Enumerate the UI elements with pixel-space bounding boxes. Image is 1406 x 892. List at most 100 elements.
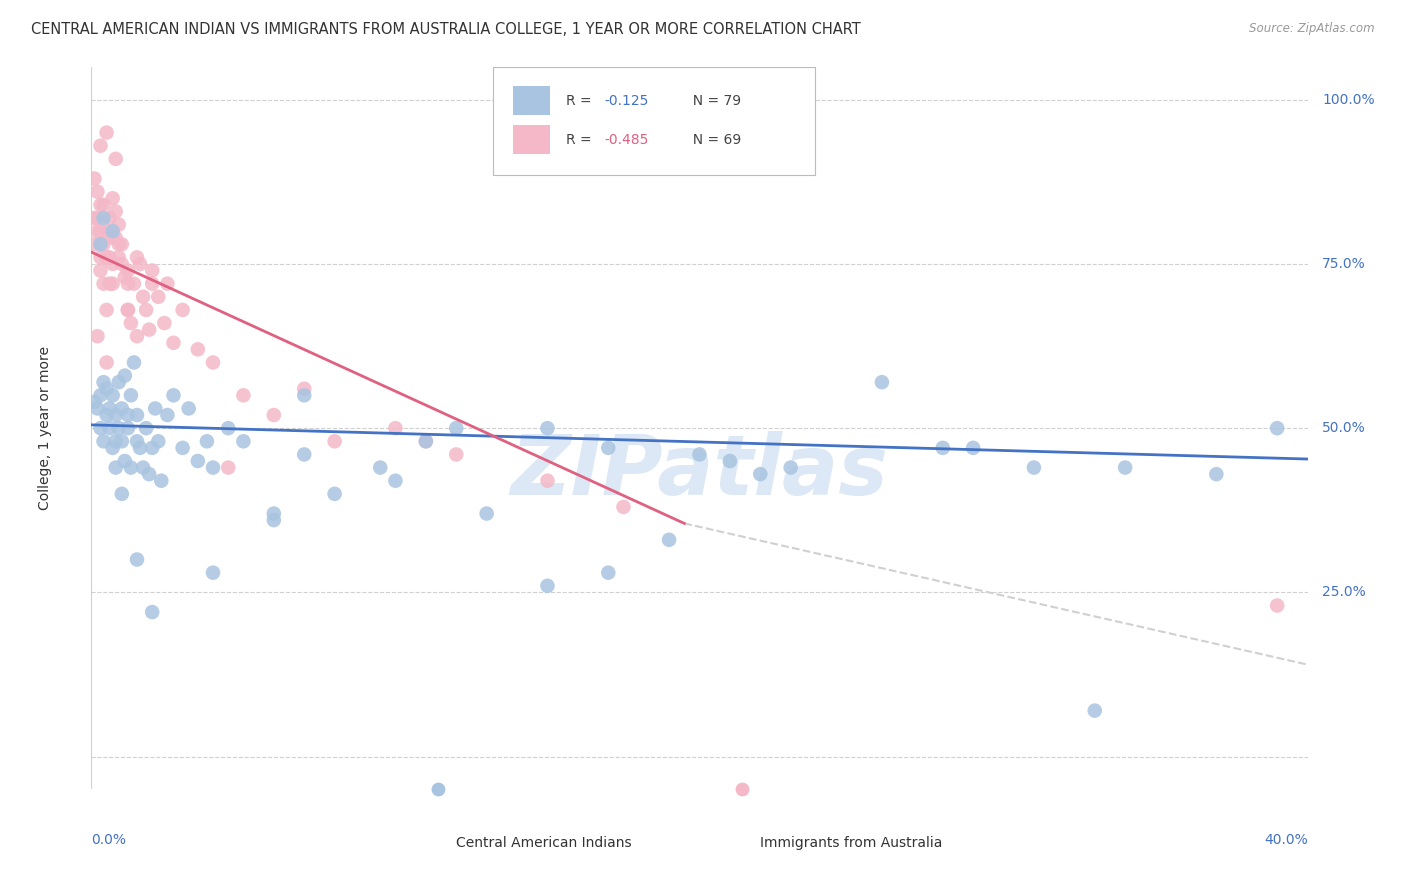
Point bbox=[138, 467, 160, 482]
Point bbox=[107, 251, 129, 265]
Point bbox=[658, 533, 681, 547]
Point bbox=[98, 211, 121, 225]
Text: -0.485: -0.485 bbox=[605, 133, 650, 147]
Point bbox=[598, 441, 620, 455]
Point bbox=[93, 237, 115, 252]
Point bbox=[89, 198, 111, 212]
Point bbox=[1022, 460, 1045, 475]
Point bbox=[96, 382, 118, 396]
Point bbox=[86, 224, 108, 238]
Point bbox=[135, 421, 157, 435]
FancyBboxPatch shape bbox=[492, 67, 815, 175]
Point bbox=[536, 579, 558, 593]
Point bbox=[93, 434, 115, 449]
Point bbox=[107, 237, 129, 252]
Point bbox=[86, 329, 108, 343]
Text: CENTRAL AMERICAN INDIAN VS IMMIGRANTS FROM AUSTRALIA COLLEGE, 1 YEAR OR MORE COR: CENTRAL AMERICAN INDIAN VS IMMIGRANTS FR… bbox=[31, 22, 860, 37]
Point bbox=[122, 355, 145, 369]
Point bbox=[96, 126, 118, 140]
Point bbox=[125, 408, 148, 422]
Point bbox=[141, 263, 163, 277]
Point bbox=[1114, 460, 1136, 475]
Point bbox=[148, 290, 170, 304]
Point bbox=[117, 408, 139, 422]
Point bbox=[232, 388, 254, 402]
Point bbox=[104, 460, 127, 475]
Point bbox=[120, 388, 142, 402]
Point bbox=[117, 302, 139, 317]
Point bbox=[177, 401, 200, 416]
Point bbox=[89, 237, 111, 252]
Point bbox=[292, 447, 315, 461]
Text: 50.0%: 50.0% bbox=[1322, 421, 1365, 435]
Point bbox=[946, 749, 969, 764]
Point bbox=[89, 224, 111, 238]
Point bbox=[111, 487, 134, 501]
Point bbox=[111, 401, 134, 416]
Point bbox=[688, 447, 710, 461]
Point bbox=[292, 388, 315, 402]
Point bbox=[718, 454, 741, 468]
Point bbox=[104, 408, 127, 422]
Point bbox=[156, 277, 179, 291]
Point bbox=[89, 388, 111, 402]
Point bbox=[187, 343, 209, 357]
Point bbox=[148, 434, 170, 449]
Point bbox=[107, 375, 129, 389]
Point bbox=[129, 257, 152, 271]
Point bbox=[323, 487, 346, 501]
Point bbox=[83, 395, 105, 409]
Text: N = 69: N = 69 bbox=[683, 133, 741, 147]
Point bbox=[111, 434, 134, 449]
Point bbox=[117, 302, 139, 317]
Point bbox=[98, 251, 121, 265]
Point bbox=[89, 263, 111, 277]
Point bbox=[114, 270, 136, 285]
Point bbox=[1265, 421, 1288, 435]
Point bbox=[143, 401, 166, 416]
Text: R =: R = bbox=[565, 94, 596, 108]
Point bbox=[156, 408, 179, 422]
Point bbox=[101, 191, 124, 205]
Point bbox=[96, 224, 118, 238]
Point bbox=[1084, 704, 1107, 718]
Text: 25.0%: 25.0% bbox=[1322, 585, 1365, 599]
Point bbox=[93, 211, 115, 225]
Point bbox=[129, 441, 152, 455]
Point bbox=[536, 421, 558, 435]
Point bbox=[96, 408, 118, 422]
Text: Central American Indians: Central American Indians bbox=[456, 837, 631, 850]
Text: N = 79: N = 79 bbox=[683, 94, 741, 108]
Point bbox=[117, 277, 139, 291]
Point bbox=[101, 277, 124, 291]
Point bbox=[962, 441, 984, 455]
Point bbox=[141, 441, 163, 455]
Text: 75.0%: 75.0% bbox=[1322, 257, 1365, 271]
Point bbox=[111, 257, 134, 271]
Point bbox=[263, 507, 285, 521]
Text: -0.125: -0.125 bbox=[605, 94, 650, 108]
Point bbox=[117, 421, 139, 435]
Point bbox=[86, 185, 108, 199]
Point bbox=[101, 257, 124, 271]
Point bbox=[749, 467, 772, 482]
Point bbox=[83, 237, 105, 252]
Point bbox=[187, 454, 209, 468]
Point bbox=[162, 388, 184, 402]
Text: R =: R = bbox=[565, 133, 596, 147]
Point bbox=[153, 316, 176, 330]
Point bbox=[122, 277, 145, 291]
Point bbox=[202, 355, 225, 369]
Point bbox=[125, 251, 148, 265]
Point bbox=[870, 375, 893, 389]
Point bbox=[125, 434, 148, 449]
Text: Immigrants from Australia: Immigrants from Australia bbox=[761, 837, 942, 850]
Point bbox=[138, 323, 160, 337]
Point bbox=[83, 211, 105, 225]
Point bbox=[323, 434, 346, 449]
Point bbox=[101, 441, 124, 455]
Text: 100.0%: 100.0% bbox=[1322, 93, 1375, 107]
Point bbox=[415, 434, 437, 449]
Point bbox=[141, 277, 163, 291]
Point bbox=[125, 552, 148, 566]
